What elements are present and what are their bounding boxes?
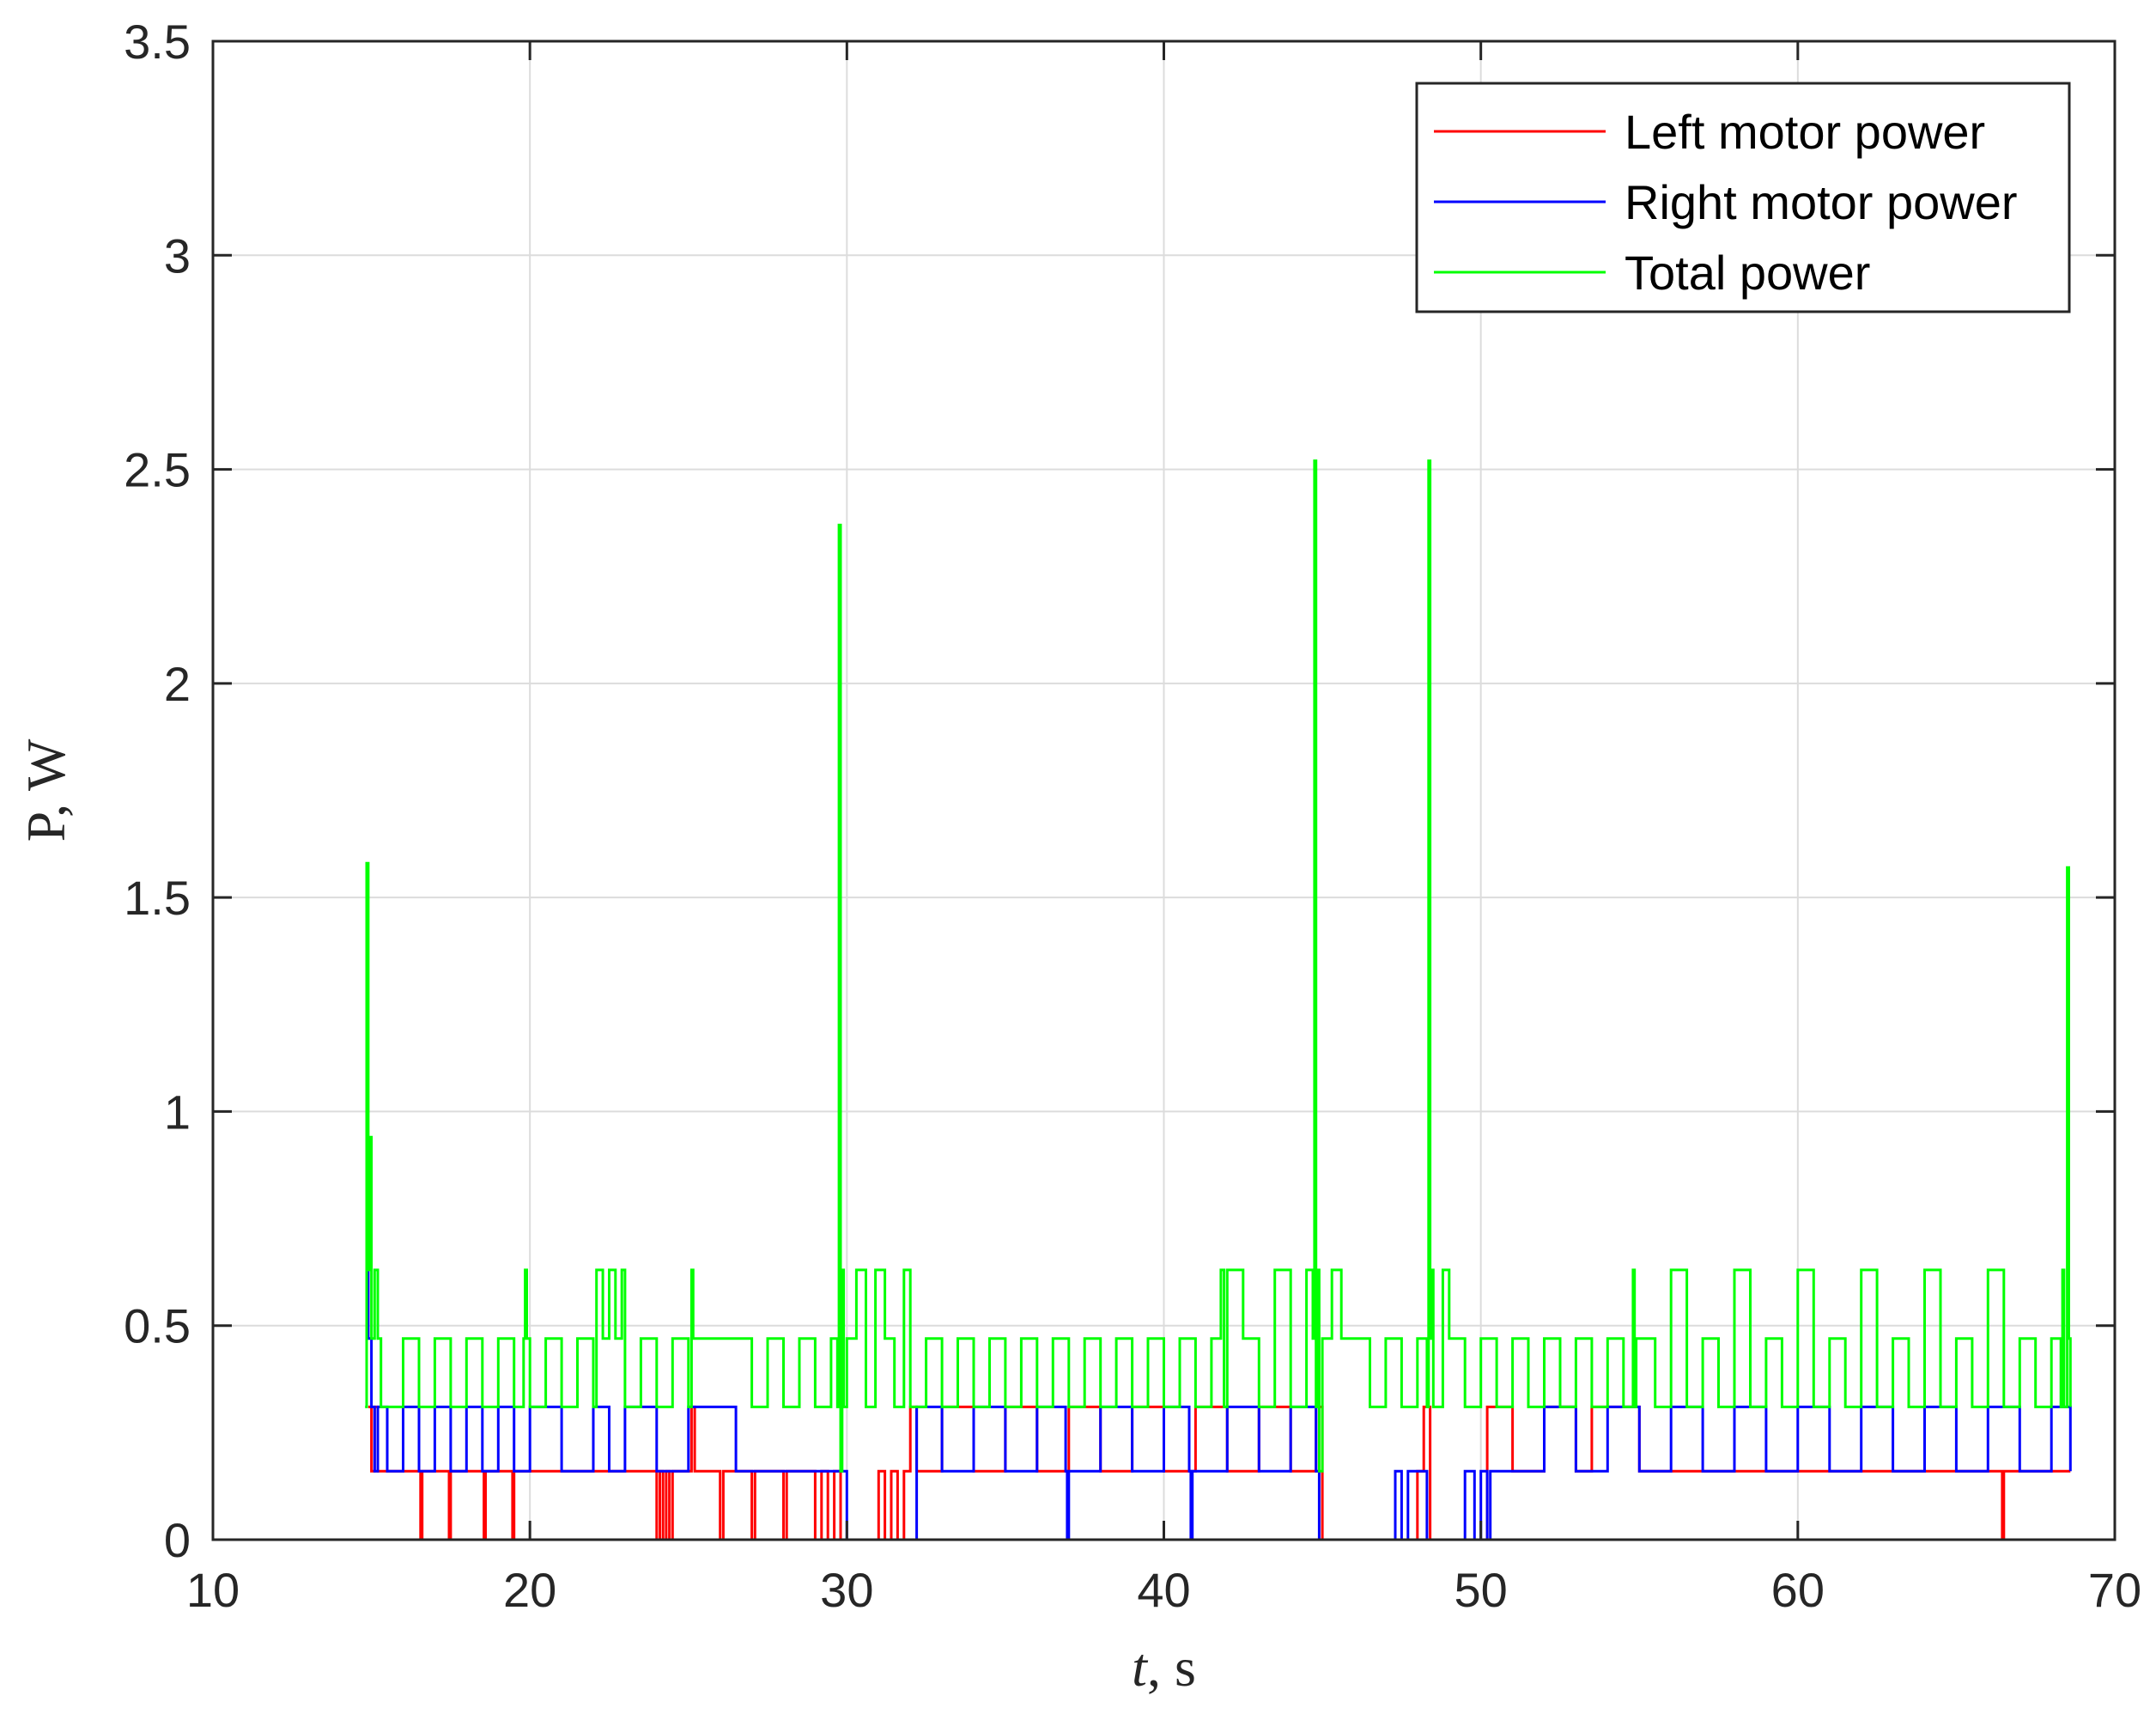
x-tick-label: 50 [1455,1563,1508,1617]
legend-box [1415,82,2071,313]
x-axis-title: t, s [1132,1637,1196,1698]
x-axis-title-unit: , s [1147,1637,1196,1698]
y-tick-label: 3 [164,228,191,283]
ticks: 10 20 30 40 50 60 70 0 0.5 1 1.5 2 2.5 3 3.5 [124,15,2141,1617]
y-tick-label: 1.5 [124,871,191,925]
series-line-total-power [365,459,2072,1473]
x-tick-label: 10 [186,1563,240,1617]
series-layer [365,459,2072,1541]
legend-label-left-motor-power: Left motor power [1625,105,1985,159]
y-axis-title: P, W [15,738,76,842]
y-tick-label: 2 [164,657,191,711]
y-tick-label: 0 [164,1513,191,1567]
y-tick-label: 3.5 [124,15,191,69]
x-tick-label: 40 [1137,1563,1190,1617]
y-tick-label: 2.5 [124,443,191,497]
series-line-right-motor-power [367,1204,2072,1541]
x-tick-label: 70 [2088,1563,2141,1617]
legend-label-right-motor-power: Right motor power [1625,175,2018,229]
series-line-left-motor-power [367,1405,2071,1541]
legend: Left motor power Right motor power Total… [1415,82,2071,313]
x-axis-title-variable: t [1132,1637,1149,1698]
x-tick-label: 20 [503,1563,556,1617]
x-tick-label: 60 [1771,1563,1825,1617]
y-tick-label: 1 [164,1085,191,1139]
legend-label-total-power: Total power [1625,246,1870,300]
x-tick-label: 30 [820,1563,873,1617]
y-tick-label: 0.5 [124,1299,191,1353]
